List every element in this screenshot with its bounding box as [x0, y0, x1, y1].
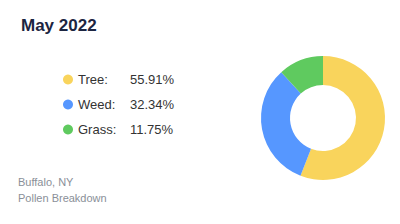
svg-text:Grass:: Grass: [78, 122, 116, 137]
svg-text:Buffalo, NY: Buffalo, NY [18, 176, 74, 188]
svg-text:Tree:: Tree: [78, 72, 108, 87]
svg-text:11.75%: 11.75% [130, 122, 174, 137]
svg-text:32.34%: 32.34% [130, 97, 175, 112]
svg-text:Weed:: Weed: [78, 97, 115, 112]
svg-text:Pollen Breakdown: Pollen Breakdown [18, 192, 107, 204]
svg-text:May 2022: May 2022 [21, 16, 97, 35]
svg-text:55.91%: 55.91% [130, 72, 175, 87]
